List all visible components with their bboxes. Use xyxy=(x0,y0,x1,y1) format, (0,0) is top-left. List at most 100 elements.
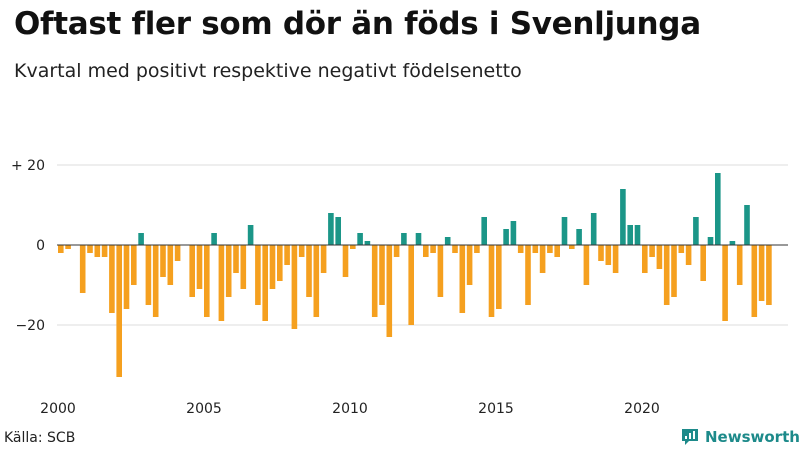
bar xyxy=(291,245,298,329)
bar xyxy=(736,245,743,285)
bar xyxy=(766,245,772,305)
bar xyxy=(729,241,736,245)
x-tick-label: 2000 xyxy=(40,401,76,417)
bar xyxy=(459,245,466,313)
bar xyxy=(94,245,101,257)
bar xyxy=(167,245,174,285)
bar xyxy=(174,245,181,261)
bar xyxy=(700,245,706,281)
bar xyxy=(225,245,232,297)
y-tick-label: −20 xyxy=(15,318,45,334)
bar xyxy=(722,245,728,321)
bar xyxy=(211,233,217,245)
x-tick-label: 2010 xyxy=(332,401,368,417)
bar xyxy=(437,245,444,297)
y-tick-label: 0 xyxy=(36,238,45,254)
bar xyxy=(503,229,509,245)
bar xyxy=(357,233,363,245)
bar xyxy=(160,245,166,277)
bar xyxy=(627,225,633,245)
chart-subtitle: Kvartal med positivt respektive negativt… xyxy=(14,60,522,82)
bar xyxy=(598,245,604,261)
bar xyxy=(678,245,685,253)
bar xyxy=(751,245,758,317)
bar xyxy=(408,245,414,325)
bar xyxy=(328,213,334,245)
bar xyxy=(123,245,130,309)
bar xyxy=(430,245,436,253)
bar xyxy=(116,245,122,377)
bar xyxy=(393,245,400,257)
bar xyxy=(255,245,261,305)
bar xyxy=(284,245,290,265)
bar xyxy=(145,245,152,305)
bar xyxy=(605,245,612,265)
bar xyxy=(313,245,320,317)
bar xyxy=(277,245,283,281)
bar xyxy=(642,245,648,273)
y-tick-label: + 20 xyxy=(11,158,45,174)
bar xyxy=(364,241,371,245)
bar xyxy=(576,229,582,245)
bar xyxy=(350,245,356,249)
newsworthy-logo: Newsworthy xyxy=(680,427,800,447)
bar xyxy=(204,245,210,317)
bar xyxy=(663,245,670,305)
bar xyxy=(693,217,699,245)
bar xyxy=(109,245,115,313)
bar xyxy=(656,245,663,269)
bar xyxy=(335,217,341,245)
bar xyxy=(685,245,692,265)
bar xyxy=(138,233,144,245)
bar xyxy=(481,217,487,245)
source-note: Källa: SCB xyxy=(4,430,76,446)
bar xyxy=(532,245,539,253)
bar xyxy=(517,245,524,253)
bar xyxy=(496,245,502,309)
bar xyxy=(233,245,239,273)
bar xyxy=(649,245,655,257)
bar xyxy=(671,245,677,297)
x-tick-label: 2015 xyxy=(478,401,514,417)
bar xyxy=(452,245,458,253)
bar xyxy=(612,245,619,273)
bar xyxy=(79,245,86,293)
bar xyxy=(554,245,560,257)
bar xyxy=(240,245,247,289)
bar xyxy=(262,245,268,321)
bar xyxy=(306,245,312,297)
bar xyxy=(298,245,305,257)
bar xyxy=(247,225,254,245)
bar xyxy=(561,217,568,245)
bar xyxy=(131,245,137,285)
chart-title: Oftast fler som dör än föds i Svenljunga xyxy=(14,6,701,42)
bar xyxy=(423,245,429,257)
bar xyxy=(101,245,108,257)
bar xyxy=(415,233,422,245)
bar xyxy=(758,245,765,301)
bar xyxy=(715,173,721,245)
bar xyxy=(525,245,531,305)
bar xyxy=(386,245,393,337)
bar xyxy=(539,245,546,273)
bar xyxy=(547,245,553,253)
bar xyxy=(634,225,641,245)
bar xyxy=(444,237,451,245)
brand-name: Newsworthy xyxy=(705,428,800,446)
bar xyxy=(620,189,626,245)
bar xyxy=(342,245,349,277)
bar xyxy=(152,245,159,317)
bar xyxy=(65,245,71,249)
bar xyxy=(87,245,93,253)
bar xyxy=(510,221,517,245)
x-tick-label: 2005 xyxy=(186,401,222,417)
bar xyxy=(583,245,590,285)
bar xyxy=(320,245,327,273)
bar xyxy=(744,205,750,245)
bar xyxy=(569,245,575,249)
bar xyxy=(58,245,64,253)
bar xyxy=(466,245,473,285)
bar xyxy=(590,213,597,245)
bar xyxy=(189,245,195,297)
bar xyxy=(218,245,225,321)
